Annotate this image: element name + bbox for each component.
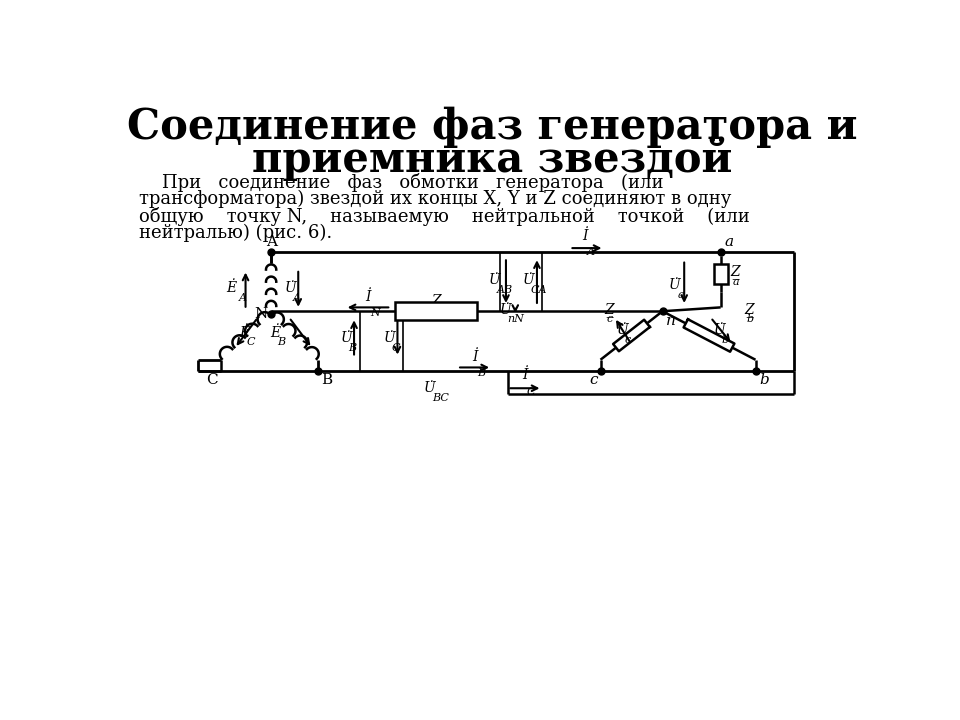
Text: трансформатора) звездой их концы Х, Y и Z соединяют в одну: трансформатора) звездой их концы Х, Y и … (139, 189, 732, 208)
Text: Z̲: Z̲ (431, 293, 441, 308)
Text: c: c (607, 315, 612, 324)
Polygon shape (684, 319, 734, 351)
Text: B: B (477, 368, 486, 378)
Text: нейтралью) (рис. 6).: нейтралью) (рис. 6). (139, 223, 332, 242)
Text: U̇: U̇ (616, 323, 628, 338)
Text: Ė: Ė (239, 325, 249, 340)
Text: общую    точку N,    называемую    нейтральной    точкой    (или: общую точку N, называемую нейтральной то… (139, 207, 750, 225)
Text: U̇: U̇ (384, 331, 396, 345)
Text: U̇: U̇ (669, 278, 681, 292)
Text: a: a (725, 235, 733, 249)
Text: AB: AB (496, 285, 513, 295)
Text: BC: BC (432, 393, 449, 403)
Text: a: a (677, 289, 684, 300)
Text: b: b (721, 335, 729, 345)
Text: İ: İ (522, 368, 527, 382)
Bar (713, 264, 728, 284)
Text: nN: nN (508, 315, 524, 324)
Text: C: C (247, 338, 254, 348)
Text: A: A (266, 235, 276, 249)
Text: U̇: U̇ (424, 382, 436, 395)
Text: Ė: Ė (227, 281, 236, 295)
Text: N: N (254, 307, 267, 320)
Bar (396, 302, 476, 320)
Text: İ: İ (583, 229, 588, 243)
Text: C: C (392, 343, 400, 353)
Text: Z̲: Z̲ (745, 302, 755, 317)
Text: Z̲: Z̲ (730, 264, 739, 279)
Text: b: b (759, 373, 769, 387)
Text: c: c (588, 373, 597, 387)
Text: Z̲: Z̲ (605, 302, 614, 317)
Text: B: B (321, 373, 332, 387)
Text: İ: İ (472, 350, 478, 364)
Text: U̇: U̇ (489, 274, 500, 287)
Text: приемника звездой: приемника звездой (252, 137, 732, 181)
Text: C: C (527, 387, 536, 397)
Text: C: C (206, 373, 218, 387)
Text: A: A (239, 293, 247, 302)
Text: При   соединение   фаз   обмотки   генератора   (или: При соединение фаз обмотки генератора (и… (139, 173, 664, 192)
Text: B: B (348, 343, 357, 353)
Text: U̇: U̇ (341, 331, 352, 345)
Text: U̇: U̇ (284, 281, 297, 295)
Text: N: N (371, 308, 380, 318)
Text: A: A (588, 248, 595, 257)
Text: c: c (625, 335, 631, 345)
Text: U̇: U̇ (499, 302, 511, 317)
Text: A: A (293, 293, 300, 302)
Text: U̇: U̇ (522, 274, 535, 287)
Text: U̇: U̇ (713, 323, 725, 338)
Text: b: b (747, 315, 755, 324)
Text: a: a (732, 276, 739, 287)
Text: Соединение фаз генератора и: Соединение фаз генератора и (127, 106, 857, 148)
Text: Ė: Ė (270, 325, 280, 340)
Text: n: n (666, 315, 676, 328)
Text: N: N (439, 312, 448, 323)
Text: İ: İ (365, 289, 371, 304)
Text: B: B (277, 338, 285, 348)
Text: CA: CA (531, 285, 547, 295)
Polygon shape (613, 320, 650, 351)
